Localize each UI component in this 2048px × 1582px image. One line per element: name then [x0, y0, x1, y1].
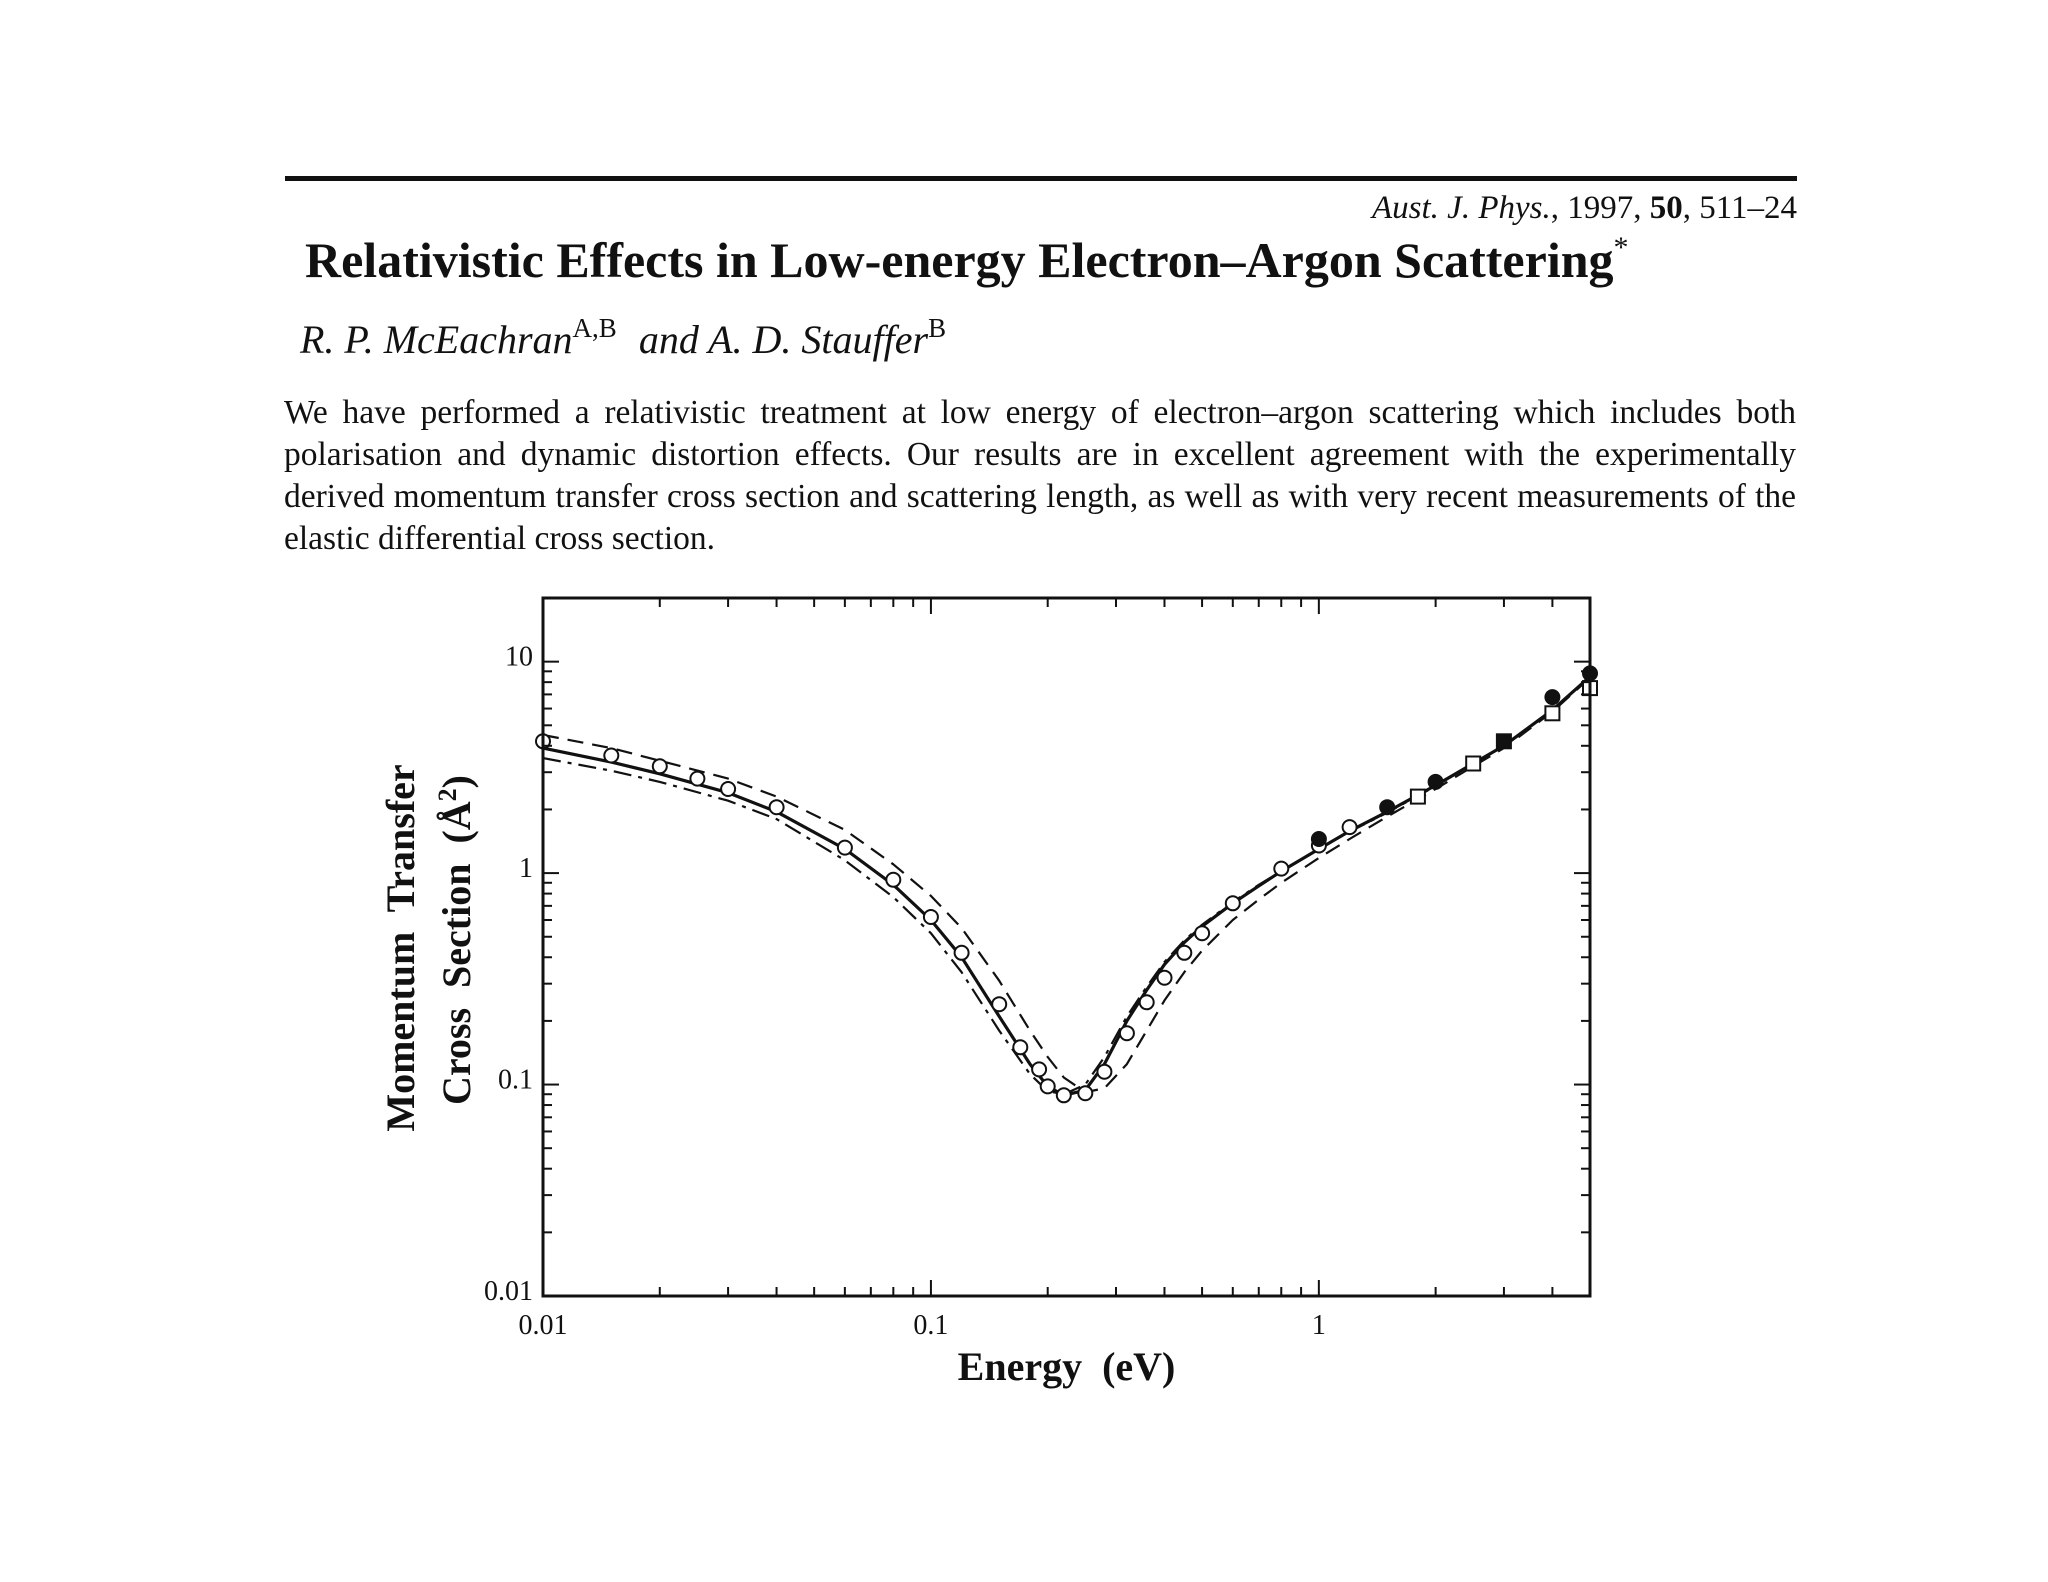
top-rule [285, 176, 1797, 181]
author-1: R. P. McEachran [300, 317, 573, 362]
journal-citation: Aust. J. Phys., 1997, 50, 511–24 [1372, 188, 1797, 228]
citation-separator: , [1550, 190, 1568, 226]
y-axis-label-line1-text: Momentum Transfer [378, 764, 423, 1131]
data-point-open-circle [885, 871, 902, 888]
data-point-open-circle [953, 944, 970, 961]
data-point-open-circle [1039, 1078, 1056, 1095]
data-point-open-circle [1096, 1063, 1113, 1080]
data-point-open-square [1465, 755, 1482, 772]
series-line-dashed [542, 676, 1591, 1094]
data-point-filled-circle [1310, 831, 1327, 847]
data-point-filled-circle [1379, 799, 1396, 816]
data-point-open-circle [689, 770, 706, 787]
data-point-open-circle [1055, 1087, 1072, 1104]
tick-layer [542, 597, 1591, 1297]
author-line: R. P. McEachranA,B and A. D. StaufferB [300, 313, 947, 364]
citation-separator: , [1633, 190, 1650, 226]
author-conjunction: and [638, 317, 699, 362]
data-point-open-circle [922, 909, 939, 925]
data-point-open-square [1409, 788, 1426, 805]
data-point-open-circle [720, 781, 737, 797]
marker-layer [535, 665, 1598, 1104]
series-line-dashdot [542, 675, 1591, 1096]
y-tick-label: 0.1 [498, 1065, 533, 1096]
data-point-open-circle [1341, 819, 1358, 836]
y-axis-label-line2-text: Cross Section (Å [434, 801, 479, 1105]
data-point-open-circle [836, 839, 853, 856]
journal-name: Aust. J. Phys. [1372, 190, 1551, 226]
tick-label-layer: 0.01 0.1 1 0.01 0.1 1 10 [484, 642, 1326, 1341]
y-axis-label-line2: Cross Section (Å2) [433, 775, 479, 1105]
data-point-filled-square [1495, 733, 1512, 750]
data-point-filled-circle [1427, 773, 1444, 790]
data-point-filled-circle [1544, 689, 1561, 706]
paper-title-text: Relativistic Effects in Low-energy Elect… [305, 232, 1614, 288]
data-point-open-square [1544, 705, 1561, 722]
data-point-open-circle [1194, 925, 1211, 942]
data-point-open-circle [1273, 860, 1290, 877]
author-2-affiliation: B [928, 313, 947, 343]
y-axis-label-close: ) [434, 775, 479, 788]
y-tick-label: 1 [519, 853, 533, 884]
abstract: We have performed a relativistic treatme… [284, 394, 1796, 557]
author-2: A. D. Stauffer [708, 317, 929, 362]
data-point-open-circle [1031, 1061, 1048, 1078]
data-point-open-circle [603, 747, 620, 764]
x-axis-label-text: Energy (eV) [958, 1344, 1176, 1389]
journal-pages: 511–24 [1699, 190, 1797, 226]
x-tick-label: 0.1 [913, 1310, 948, 1341]
data-point-open-circle [768, 799, 785, 816]
data-point-open-circle [1224, 895, 1241, 912]
y-tick-label: 0.01 [484, 1276, 533, 1307]
x-tick-label: 0.01 [519, 1310, 568, 1341]
x-axis-label: Energy (eV) [958, 1344, 1176, 1389]
data-point-open-circle [1176, 944, 1193, 961]
citation-separator: , [1682, 190, 1700, 226]
data-point-open-circle [1156, 969, 1173, 986]
journal-year: 1997 [1567, 190, 1634, 226]
paper-title: Relativistic Effects in Low-energy Elect… [305, 230, 1629, 290]
journal-volume: 50 [1649, 190, 1683, 226]
plot-frame [541, 596, 1592, 1298]
data-point-open-circle [1077, 1085, 1094, 1102]
data-point-open-circle [651, 758, 668, 775]
y-axis-label-line1: Momentum Transfer [378, 764, 423, 1131]
y-tick-label: 10 [505, 642, 533, 673]
data-point-open-circle [991, 996, 1008, 1013]
series-line-solid [542, 675, 1592, 1097]
x-tick-label: 1 [1312, 1310, 1326, 1341]
title-footnote-mark: * [1613, 231, 1629, 264]
series-layer [542, 675, 1592, 1097]
y-axis-label-superscript: 2 [433, 788, 462, 801]
author-1-affiliation: A,B [572, 313, 617, 343]
data-point-open-circle [1138, 994, 1155, 1011]
data-point-open-circle [1012, 1039, 1029, 1056]
data-point-open-circle [1118, 1025, 1135, 1042]
